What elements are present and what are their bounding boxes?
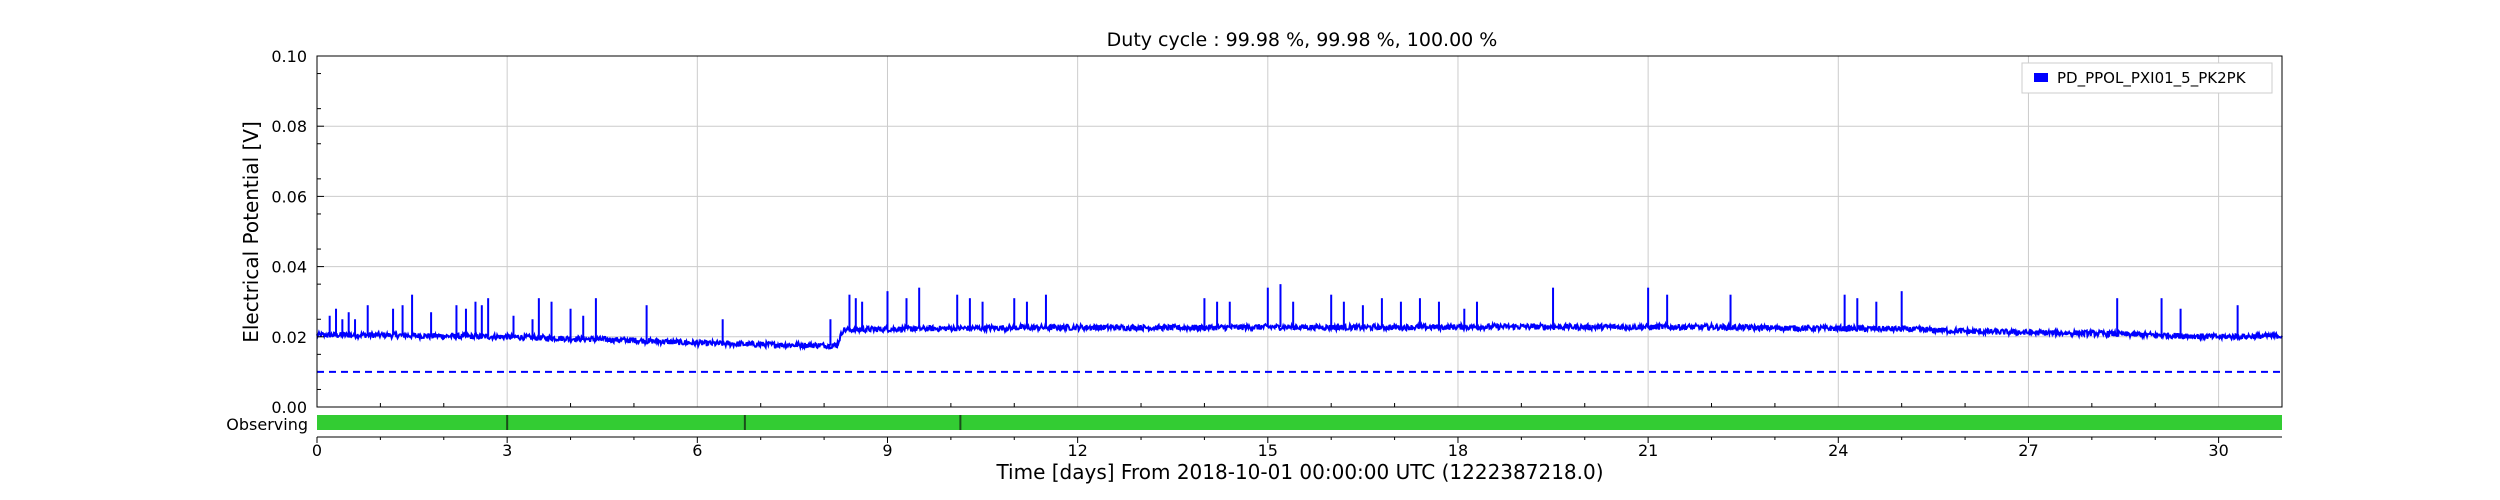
x-tick-label: 27: [2018, 441, 2038, 460]
x-tick-label: 18: [1448, 441, 1468, 460]
observing-segment: [317, 415, 2282, 430]
y-tick-label: 0.04: [271, 258, 307, 277]
x-tick-label: 9: [882, 441, 892, 460]
x-tick-label: 12: [1067, 441, 1087, 460]
x-tick-label: 24: [1828, 441, 1848, 460]
series-line: [316, 320, 2283, 352]
axis-ticks: 0.00 0.02 0.04 0.06 0.08 0.10 0 3 6 9 12 15 18 21 24 27…: [271, 47, 2228, 460]
legend-box: [2021, 62, 2273, 94]
x-tick-label: 30: [2208, 441, 2228, 460]
y-tick-label: 0.06: [271, 187, 307, 206]
legend: PD_PPOL_PXI01_5_PK2PK: [2021, 62, 2273, 94]
observing-label: Observing: [226, 415, 308, 434]
x-tick-label: 15: [1258, 441, 1278, 460]
observing-bar: Observing: [226, 415, 2282, 438]
y-tick-label: 0.08: [271, 117, 307, 136]
y-tick-label: 0.10: [271, 47, 307, 66]
x-tick-label: 21: [1638, 441, 1658, 460]
x-tick-label: 3: [502, 441, 512, 460]
legend-entry-label: PD_PPOL_PXI01_5_PK2PK: [2057, 69, 2247, 88]
x-tick-label: 0: [312, 441, 322, 460]
legend-swatch: [2034, 73, 2048, 82]
y-tick-label: 0.00: [271, 398, 307, 417]
chart-title: Duty cycle : 99.98 %, 99.98 %, 100.00 %: [1107, 29, 1498, 51]
x-tick-label: 6: [692, 441, 702, 460]
y-axis-label: Electrical Potential [V]: [239, 121, 263, 343]
plot-frame: [316, 55, 2283, 408]
y-tick-label: 0.02: [271, 328, 307, 347]
x-axis-label: Time [days] From 2018-10-01 00:00:00 UTC…: [995, 460, 1603, 484]
series-layer: [316, 284, 2283, 373]
